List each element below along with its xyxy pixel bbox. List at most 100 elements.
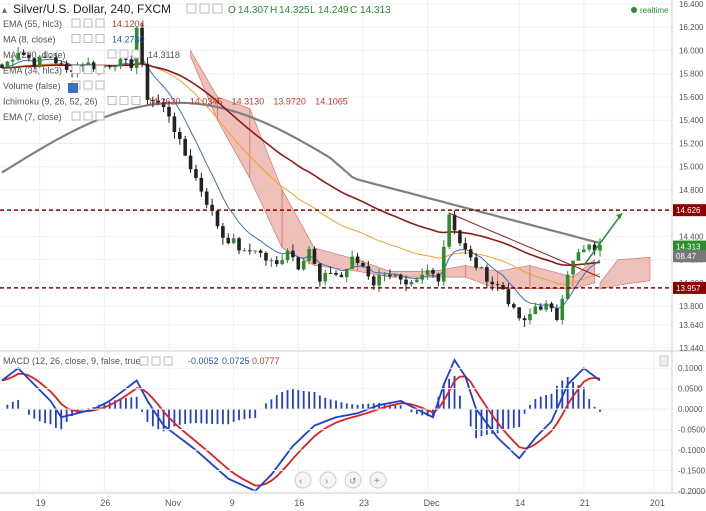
candle-body bbox=[393, 274, 398, 277]
candle-body bbox=[183, 138, 187, 156]
indicator-close-button[interactable] bbox=[95, 80, 105, 90]
candle-body bbox=[355, 256, 360, 264]
indicator-eye-button[interactable] bbox=[83, 65, 93, 74]
indicator-close-button[interactable] bbox=[95, 34, 105, 43]
price-tick-label: 15.200 bbox=[679, 139, 704, 148]
time-tick-label: 21 bbox=[580, 498, 590, 508]
candle-body bbox=[226, 237, 231, 244]
reset-view-button[interactable] bbox=[344, 471, 362, 489]
candle-body bbox=[344, 268, 349, 278]
candle-body bbox=[506, 289, 511, 305]
chevron-right-icon: › bbox=[325, 476, 328, 487]
indicator-value: 14.3118 bbox=[148, 50, 180, 60]
scroll-navigation: ‹ › ↺ + bbox=[294, 471, 387, 489]
indicator-label[interactable]: MA (200, close) bbox=[3, 50, 66, 60]
candle-body bbox=[490, 281, 495, 285]
zoom-in-button[interactable] bbox=[369, 471, 387, 489]
macd-eye-button[interactable] bbox=[151, 356, 161, 366]
indicator-label[interactable]: Ichimoku (9, 26, 52, 26) bbox=[3, 97, 98, 107]
macd-close-button[interactable] bbox=[163, 356, 173, 366]
candle-body bbox=[291, 250, 295, 258]
candle-body bbox=[307, 248, 311, 261]
candle-body bbox=[172, 116, 177, 132]
indicator-eye-button[interactable] bbox=[83, 34, 93, 43]
candle-body bbox=[81, 64, 85, 66]
close-label: C bbox=[350, 5, 357, 16]
candle-body bbox=[161, 102, 166, 107]
indicator-eye-button[interactable] bbox=[119, 49, 129, 59]
indicator-close-button[interactable] bbox=[95, 111, 105, 121]
macd-axis[interactable]: 0.1000 0.0500 0.0000 -0.0500 -0.1000 -0.1500 -… bbox=[0, 364, 706, 496]
open-label: O bbox=[228, 5, 236, 16]
symbol-settings-button[interactable] bbox=[186, 3, 197, 14]
main-pane[interactable] bbox=[0, 0, 672, 350]
candle-body bbox=[533, 306, 538, 315]
scroll-left-button[interactable] bbox=[294, 471, 312, 489]
macd-label[interactable]: MACD (12, 26, close, 9, false, true) bbox=[3, 356, 144, 366]
candle-body bbox=[485, 267, 489, 282]
indicator-label[interactable]: MA (8, close) bbox=[3, 35, 56, 45]
indicator-eye-button[interactable] bbox=[83, 80, 93, 90]
candle-body bbox=[134, 27, 139, 68]
legend-collapse-button[interactable] bbox=[68, 83, 78, 93]
zoom-in-icon: + bbox=[374, 476, 380, 487]
indicator-settings-button[interactable] bbox=[71, 34, 81, 43]
indicator-settings-button[interactable] bbox=[71, 65, 81, 74]
indicator-eye-button[interactable] bbox=[83, 111, 93, 121]
indicator-close-button[interactable] bbox=[131, 96, 141, 105]
last-price-tag bbox=[673, 240, 706, 253]
trend-line[interactable] bbox=[448, 212, 601, 278]
indicator-label[interactable]: Volume (false) bbox=[3, 81, 61, 91]
indicator-eye-button[interactable] bbox=[83, 18, 93, 28]
candle-body bbox=[258, 250, 263, 253]
candle-body bbox=[27, 54, 31, 59]
realtime-dot-icon bbox=[631, 7, 637, 13]
candle-body bbox=[107, 66, 112, 68]
candle-body bbox=[156, 100, 161, 103]
indicator-label[interactable]: EMA (55, hlc3) bbox=[3, 19, 62, 29]
scroll-right-button[interactable] bbox=[319, 471, 337, 489]
indicator-label[interactable]: EMA (34, hlc3) bbox=[3, 66, 62, 76]
indicator-settings-button[interactable] bbox=[71, 111, 81, 121]
macd-tick-label: -0.0500 bbox=[678, 426, 706, 435]
candle-body bbox=[177, 131, 182, 139]
symbol-close-button[interactable] bbox=[212, 3, 223, 14]
indicator-close-button[interactable] bbox=[95, 18, 105, 28]
candle-body bbox=[64, 63, 69, 70]
indicator-label[interactable]: EMA (7, close) bbox=[3, 112, 62, 122]
indicator-settings-button[interactable] bbox=[107, 96, 117, 105]
low-label: L bbox=[310, 5, 316, 16]
macd-tick-label: 0.0500 bbox=[678, 385, 703, 394]
indicator-settings-button[interactable] bbox=[107, 49, 117, 59]
candle-body bbox=[544, 303, 548, 310]
candle-body bbox=[274, 260, 279, 265]
candle-body bbox=[231, 238, 236, 244]
candle-body bbox=[582, 249, 586, 253]
candles bbox=[0, 23, 602, 327]
macd-pane-menu-button[interactable] bbox=[659, 355, 669, 367]
ma-price-tag bbox=[673, 250, 706, 263]
price-tick-label: 16.200 bbox=[679, 23, 704, 32]
candle-body bbox=[409, 281, 414, 285]
candle-body bbox=[388, 274, 392, 277]
indicator-close-button[interactable] bbox=[95, 65, 105, 74]
price-axis[interactable]: 16.400 16.200 16.000 15.800 15.600 15.400 15.2… bbox=[673, 0, 706, 353]
price-tick-label: 15.000 bbox=[679, 163, 704, 172]
collapse-icon[interactable]: ▴ bbox=[2, 5, 7, 16]
candle-body bbox=[91, 62, 96, 70]
candle-body bbox=[512, 304, 516, 308]
symbol-eye-button[interactable] bbox=[199, 3, 210, 14]
price-tick-label: 13.800 bbox=[679, 302, 704, 311]
indicator-eye-button[interactable] bbox=[119, 96, 129, 105]
symbol-title[interactable]: Silver/U.S. Dollar, 240, FXCM bbox=[13, 2, 171, 16]
ma-price-label: 08.47 bbox=[676, 252, 697, 261]
macd-settings-button[interactable] bbox=[139, 356, 149, 366]
indicator-close-button[interactable] bbox=[131, 49, 141, 59]
chevron-left-icon: ‹ bbox=[299, 476, 302, 487]
indicator-settings-button[interactable] bbox=[71, 18, 81, 28]
projection-arrow-icon bbox=[583, 212, 623, 266]
candle-body bbox=[54, 57, 58, 64]
candle-body bbox=[371, 276, 376, 286]
candle-body bbox=[204, 191, 209, 205]
time-axis[interactable]: 19 26 Nov 9 16 23 Dec 14 21 201 bbox=[36, 498, 665, 508]
